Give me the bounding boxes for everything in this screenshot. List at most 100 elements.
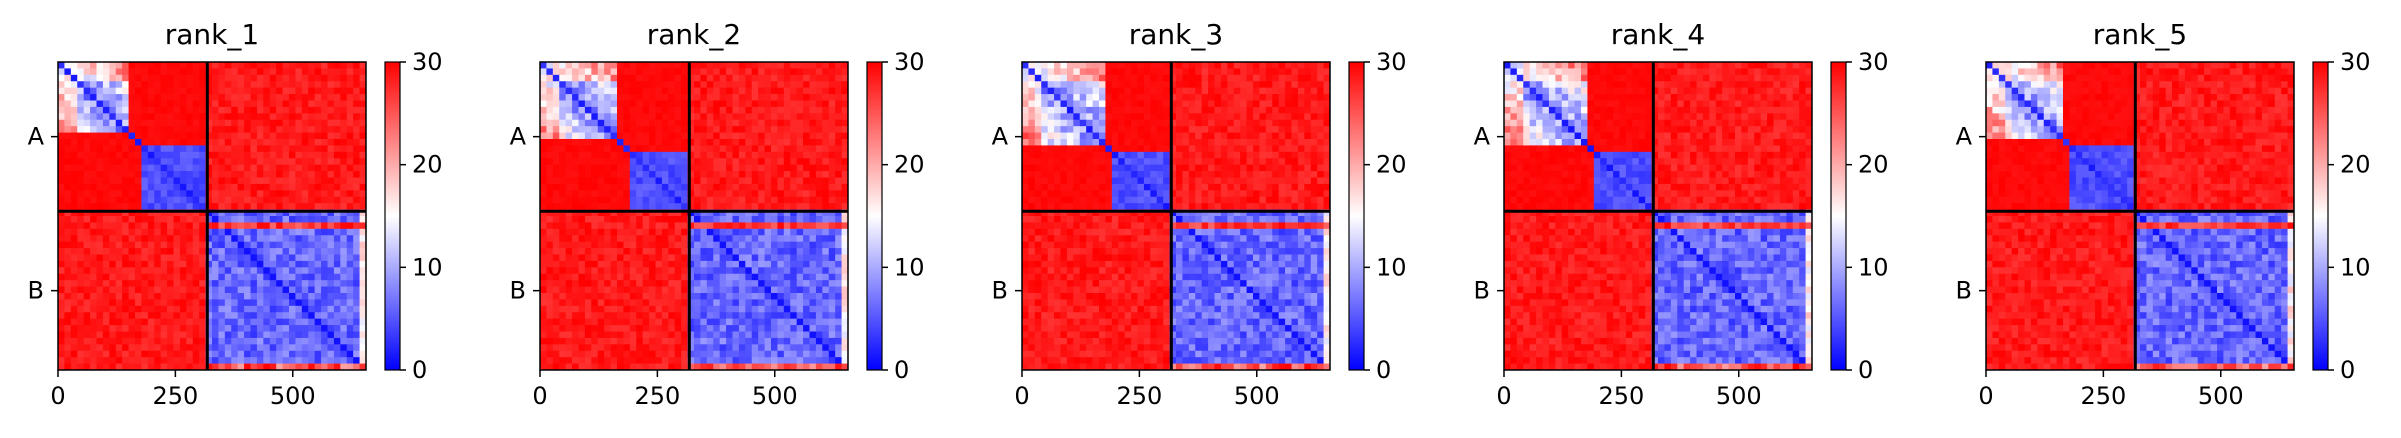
heatmap-cell	[809, 293, 817, 300]
heatmap-cell	[122, 260, 129, 268]
heatmap-cell	[565, 81, 573, 89]
heatmap-cell	[610, 119, 618, 127]
heatmap-cell	[578, 119, 586, 127]
heatmap-cell	[572, 305, 579, 313]
heatmap-cell	[1118, 62, 1126, 69]
heatmap-cell	[591, 248, 599, 255]
heatmap-cell	[617, 299, 624, 307]
heatmap-cell	[102, 145, 110, 153]
heatmap-cell	[597, 68, 605, 76]
heatmap-cell	[552, 325, 560, 332]
heatmap-cell	[758, 254, 765, 262]
heatmap-cell	[237, 62, 245, 69]
heatmap-cell	[212, 106, 219, 114]
heatmap-cell	[591, 106, 599, 114]
heatmap-cell	[803, 318, 810, 326]
heatmap-cell	[815, 235, 823, 243]
heatmap-cell	[687, 228, 695, 236]
heatmap-cell	[224, 183, 232, 191]
heatmap-cell	[192, 74, 200, 82]
heatmap-cell	[706, 132, 714, 140]
heatmap-cell	[1150, 68, 1158, 76]
heatmap-cell	[77, 280, 85, 287]
heatmap-cell	[591, 254, 599, 262]
heatmap-cell	[333, 286, 341, 294]
heatmap-cell	[128, 325, 136, 332]
heatmap-cell	[205, 74, 213, 82]
heatmap-cell	[314, 357, 322, 364]
heatmap-cell	[96, 312, 104, 320]
heatmap-cell	[237, 260, 245, 268]
heatmap-cell	[141, 216, 149, 223]
heatmap-cell	[796, 190, 804, 198]
heatmap-cell	[154, 145, 162, 153]
heatmap-cell	[269, 203, 277, 210]
heatmap-cell	[1291, 100, 1299, 108]
heatmap-cell	[160, 87, 168, 95]
heatmap-cell	[559, 119, 567, 127]
heatmap-cell	[115, 241, 123, 249]
heatmap-cell	[783, 145, 791, 153]
heatmap-cell	[295, 305, 303, 313]
heatmap-cell	[154, 158, 162, 166]
heatmap-cell	[623, 241, 631, 249]
heatmap-cell	[122, 171, 129, 178]
x-tick-label: 250	[152, 382, 198, 410]
heatmap-cell	[713, 100, 721, 108]
heatmap-cell	[295, 241, 303, 249]
heatmap-cell	[841, 62, 849, 69]
heatmap-cell	[147, 350, 155, 358]
heatmap-cell	[803, 81, 810, 89]
heatmap-cell	[796, 337, 804, 345]
heatmap-cell	[783, 119, 791, 127]
heatmap-cell	[681, 228, 688, 236]
heatmap-cell	[321, 254, 328, 262]
heatmap-cell	[1092, 87, 1100, 95]
heatmap-cell	[346, 68, 354, 76]
heatmap-cell	[790, 344, 798, 352]
heatmap-cell	[70, 87, 78, 95]
heatmap-cell	[687, 241, 695, 249]
heatmap-cell	[623, 260, 631, 268]
heatmap-cell	[694, 87, 701, 95]
heatmap-cell	[70, 164, 78, 172]
heatmap-cell	[758, 164, 765, 172]
heatmap-cell	[224, 235, 232, 243]
heatmap-cell	[552, 228, 560, 236]
heatmap-cell	[96, 363, 104, 371]
heatmap-cell	[687, 222, 695, 230]
heatmap-cell	[224, 177, 232, 185]
heatmap-cell	[173, 106, 181, 114]
heatmap-cell	[231, 305, 239, 313]
heatmap-cell	[629, 222, 637, 230]
heatmap-cell	[841, 209, 849, 217]
heatmap-cell	[199, 337, 206, 345]
heatmap-cell	[295, 344, 303, 352]
heatmap-cell	[1188, 74, 1196, 82]
heatmap-cell	[321, 363, 328, 371]
heatmap-cell	[604, 235, 611, 243]
heatmap-cell	[333, 100, 341, 108]
heatmap-cell	[333, 190, 341, 198]
heatmap-cell	[629, 164, 637, 172]
heatmap-cell	[552, 81, 560, 89]
heatmap-cell	[109, 280, 117, 287]
heatmap-cell	[186, 331, 194, 339]
heatmap-cell	[642, 81, 650, 89]
heatmap-cell	[295, 151, 303, 159]
heatmap-cell	[160, 209, 168, 217]
heatmap-cell	[642, 158, 650, 166]
heatmap-cell	[835, 62, 842, 69]
heatmap-cell	[1285, 68, 1292, 76]
heatmap-cell	[572, 183, 579, 191]
heatmap-cell	[1073, 94, 1081, 101]
heatmap-cell	[237, 183, 245, 191]
heatmap-cell	[758, 222, 765, 230]
heatmap-cell	[732, 106, 740, 114]
heatmap-cell	[1304, 74, 1312, 82]
heatmap-cell	[173, 126, 181, 133]
heatmap-cell	[649, 81, 656, 89]
heatmap-cell	[333, 81, 341, 89]
heatmap-cell	[803, 325, 810, 332]
heatmap-cell	[751, 248, 759, 255]
